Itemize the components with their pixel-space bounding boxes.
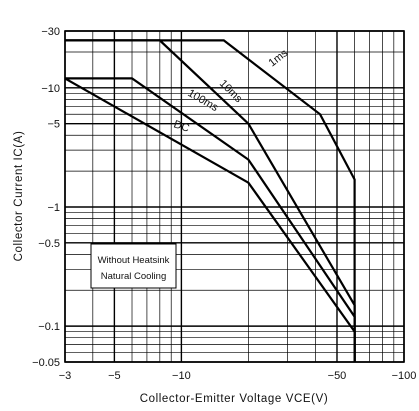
x-tick-label: −5: [108, 370, 121, 382]
y-tick-label: −1: [47, 202, 60, 214]
curve-10ms: [65, 39, 356, 362]
note-line-2: Natural Cooling: [101, 271, 166, 282]
curve-label-1ms: 1ms: [266, 47, 290, 70]
note-box: Without Heatsink Natural Cooling: [90, 243, 177, 289]
tick-labels: −3 −5 −10 −50 −100 −30 −10 −5 −1 −0.5 −0.1 −0.05: [32, 26, 416, 382]
curve-labels: 1ms 10ms 100ms DC: [172, 47, 291, 135]
x-axis-title: Collector-Emitter Voltage VCE(V): [140, 393, 329, 405]
curve-1ms: [65, 39, 356, 362]
curve-label-dc: DC: [172, 118, 191, 134]
y-axis-title: Collector Current IC(A): [13, 131, 25, 262]
curve-100ms: [65, 77, 356, 362]
curve-dc: [64, 77, 356, 362]
note-line-1: Without Heatsink: [98, 255, 170, 266]
plot-frame: [64, 30, 405, 363]
note-box-frame: [90, 243, 177, 289]
x-tick-label: −50: [328, 370, 347, 382]
y-tick-label: −5: [47, 119, 60, 131]
y-tick-label: −0.05: [32, 357, 60, 369]
x-tick-label: −10: [172, 370, 191, 382]
y-tick-label: −30: [41, 26, 60, 38]
grid: [64, 30, 405, 363]
x-tick-label: −3: [59, 370, 72, 382]
y-tick-label: −0.5: [38, 238, 60, 250]
y-tick-label: −10: [41, 83, 60, 95]
heavy-gridlines: [64, 30, 405, 363]
x-tick-label: −100: [392, 370, 417, 382]
curves: [64, 39, 356, 362]
y-tick-label: −0.1: [38, 321, 60, 333]
curve-label-10ms: 10ms: [217, 78, 245, 106]
